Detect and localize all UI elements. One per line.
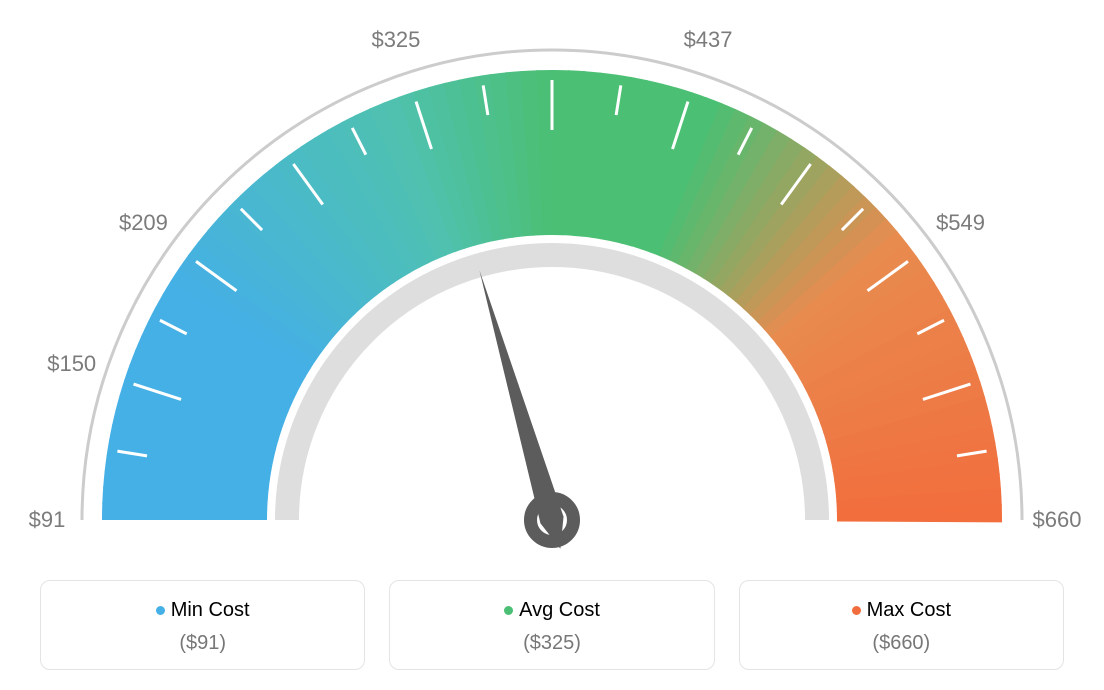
legend-label-min: Min Cost bbox=[171, 599, 250, 621]
gauge-svg bbox=[0, 0, 1104, 560]
cost-gauge-container: $91 $150 $209 $325 $437 $549 $660 Min Cost ($9… bbox=[0, 0, 1104, 690]
gauge-tick-label: $150 bbox=[47, 351, 96, 377]
gauge-chart: $91 $150 $209 $325 $437 $549 $660 bbox=[0, 0, 1104, 560]
legend-value-max: ($660) bbox=[750, 632, 1053, 655]
legend-value-avg: ($325) bbox=[400, 632, 703, 655]
legend-dot-min bbox=[156, 606, 165, 615]
gauge-tick-label: $549 bbox=[936, 210, 985, 236]
gauge-tick-label: $660 bbox=[1033, 507, 1082, 533]
legend-card-max: Max Cost ($660) bbox=[739, 580, 1064, 670]
legend-title-avg: Avg Cost bbox=[400, 599, 703, 622]
legend-card-avg: Avg Cost ($325) bbox=[389, 580, 714, 670]
legend-label-avg: Avg Cost bbox=[519, 599, 600, 621]
legend-title-max: Max Cost bbox=[750, 599, 1053, 622]
legend-dot-avg bbox=[504, 606, 513, 615]
gauge-band bbox=[102, 70, 1002, 522]
legend-dot-max bbox=[852, 606, 861, 615]
gauge-needle bbox=[479, 270, 563, 548]
gauge-tick-label: $325 bbox=[371, 27, 420, 53]
legend-label-max: Max Cost bbox=[867, 599, 951, 621]
gauge-tick-label: $437 bbox=[684, 27, 733, 53]
legend-row: Min Cost ($91) Avg Cost ($325) Max Cost … bbox=[40, 580, 1064, 670]
legend-value-min: ($91) bbox=[51, 632, 354, 655]
gauge-tick-label: $91 bbox=[29, 507, 66, 533]
gauge-tick-label: $209 bbox=[119, 210, 168, 236]
legend-title-min: Min Cost bbox=[51, 599, 354, 622]
legend-card-min: Min Cost ($91) bbox=[40, 580, 365, 670]
